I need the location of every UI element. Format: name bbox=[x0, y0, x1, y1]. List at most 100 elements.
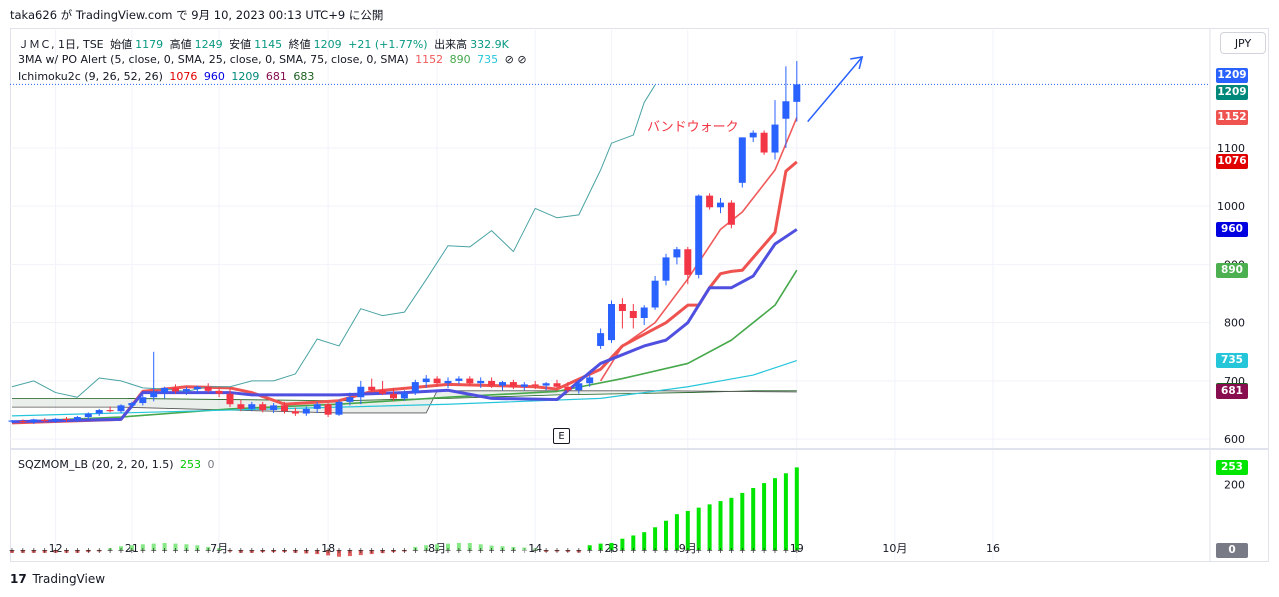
ma5-value: 1152 bbox=[415, 53, 444, 66]
osc-tag: 0 bbox=[1216, 542, 1248, 558]
squeeze-dot: + bbox=[194, 546, 201, 555]
momentum-bar bbox=[162, 542, 167, 551]
candle-body bbox=[8, 420, 16, 422]
trend-arrow-line bbox=[807, 56, 863, 123]
momentum-bar bbox=[598, 543, 603, 551]
osc-tag: 253 bbox=[1216, 459, 1248, 475]
band-walk-annotation: バンドウォーク bbox=[647, 120, 739, 135]
candle-body bbox=[215, 390, 223, 394]
high-value: 1249 bbox=[194, 38, 223, 51]
senkou-b-line bbox=[12, 390, 797, 414]
squeeze-dot: + bbox=[456, 546, 463, 555]
squeeze-dot: + bbox=[772, 546, 779, 555]
momentum-bar bbox=[751, 488, 756, 551]
candle-body bbox=[662, 257, 670, 281]
squeeze-dot: + bbox=[270, 546, 277, 555]
legend-ma: 3MA w/ PO Alert (5, close, 0, SMA, 25, c… bbox=[18, 53, 530, 66]
currency-button[interactable]: JPY bbox=[1220, 32, 1266, 54]
momentum-bar bbox=[674, 514, 679, 551]
momentum-bar bbox=[402, 550, 407, 552]
squeeze-dot: + bbox=[761, 546, 768, 555]
squeeze-dot: + bbox=[532, 546, 539, 555]
candle-body bbox=[368, 386, 376, 391]
osc-tick-label: 200 bbox=[1224, 479, 1245, 492]
squeeze-dot: + bbox=[183, 546, 190, 555]
momentum-bar bbox=[140, 544, 145, 551]
open-label: 始値 bbox=[110, 38, 133, 51]
squeeze-dot: + bbox=[739, 546, 746, 555]
price-tag: 681 bbox=[1216, 384, 1248, 400]
candle-body bbox=[640, 307, 648, 318]
squeeze-dot: + bbox=[728, 546, 735, 555]
squeeze-dot: + bbox=[793, 546, 800, 555]
squeeze-dot: + bbox=[325, 546, 332, 555]
squeeze-dot: + bbox=[303, 546, 310, 555]
momentum-bar bbox=[435, 544, 440, 551]
momentum-bar bbox=[794, 467, 799, 551]
candle-body bbox=[706, 195, 714, 208]
squeeze-dot: + bbox=[41, 546, 48, 555]
candle-body bbox=[41, 419, 49, 422]
squeeze-dot: + bbox=[510, 546, 517, 555]
squeeze-dot: + bbox=[292, 546, 299, 555]
squeeze-dot: + bbox=[281, 546, 288, 555]
candle-body bbox=[542, 383, 550, 386]
series-line-chikou bbox=[11, 84, 656, 398]
squeeze-dot: + bbox=[150, 546, 157, 555]
momentum-bar bbox=[424, 545, 429, 551]
squeeze-dot: + bbox=[750, 546, 757, 555]
squeeze-dot: + bbox=[347, 546, 354, 555]
squeeze-dot: + bbox=[608, 546, 615, 555]
momentum-bar bbox=[42, 550, 47, 553]
momentum-bar bbox=[587, 545, 592, 551]
candle-body bbox=[73, 417, 81, 420]
sqzmom-value: 253 bbox=[180, 458, 202, 471]
candle-body bbox=[84, 413, 92, 418]
momentum-bar bbox=[740, 492, 745, 551]
legend-symbol[interactable]: ＪＭＣ, 1日, TSE bbox=[18, 38, 104, 51]
momentum-bar bbox=[467, 542, 472, 551]
squeeze-dot: + bbox=[521, 546, 528, 555]
low-label: 安値 bbox=[229, 38, 252, 51]
ichimoku-indicator-name[interactable]: Ichimoku2c (9, 26, 52, 26) bbox=[18, 70, 163, 83]
momentum-bar bbox=[555, 550, 559, 552]
squeeze-dot: + bbox=[30, 546, 37, 555]
momentum-bar bbox=[129, 545, 134, 551]
squeeze-dot: + bbox=[314, 546, 321, 555]
momentum-bar bbox=[75, 550, 80, 553]
candle-body bbox=[597, 333, 605, 346]
momentum-bar bbox=[206, 546, 211, 551]
momentum-bar bbox=[653, 527, 658, 551]
squeeze-dot: + bbox=[586, 546, 593, 555]
momentum-bar bbox=[783, 473, 788, 551]
candle-body bbox=[63, 418, 70, 420]
squeeze-dot: + bbox=[129, 546, 136, 555]
ma-indicator-name[interactable]: 3MA w/ PO Alert (5, close, 0, SMA, 25, c… bbox=[18, 53, 409, 66]
squeeze-dot: + bbox=[477, 546, 484, 555]
price-tag: 1152 bbox=[1216, 110, 1248, 126]
sqzmom-indicator-name[interactable]: SQZMOM_LB (20, 2, 20, 1.5) bbox=[18, 458, 174, 471]
momentum-bar bbox=[271, 550, 276, 553]
momentum-bar bbox=[195, 545, 200, 551]
time-tick-label: 16 bbox=[986, 542, 1000, 555]
squeeze-dot: + bbox=[630, 546, 637, 555]
candle-body bbox=[771, 124, 779, 153]
hidden-icon[interactable]: ⊘ ⊘ bbox=[504, 53, 527, 66]
squeeze-dot: + bbox=[575, 546, 582, 555]
momentum-bar bbox=[773, 478, 777, 551]
earnings-badge[interactable]: E bbox=[553, 428, 570, 444]
legend-ichimoku: Ichimoku2c (9, 26, 52, 26) 1076 960 1209… bbox=[18, 70, 317, 83]
momentum-bar bbox=[249, 550, 254, 553]
candle-body bbox=[346, 397, 354, 402]
candle-body bbox=[455, 378, 463, 381]
volume-label: 出来高 bbox=[434, 38, 468, 51]
series-line-ma75 bbox=[11, 359, 797, 417]
chart-frame bbox=[10, 28, 1269, 562]
momentum-bar bbox=[97, 550, 102, 552]
legend-sqzmom: SQZMOM_LB (20, 2, 20, 1.5) 253 0 bbox=[18, 458, 218, 471]
momentum-bar bbox=[456, 542, 461, 551]
momentum-bar bbox=[119, 546, 123, 551]
momentum-bar bbox=[315, 550, 320, 555]
time-tick-label: 10月 bbox=[882, 542, 907, 555]
